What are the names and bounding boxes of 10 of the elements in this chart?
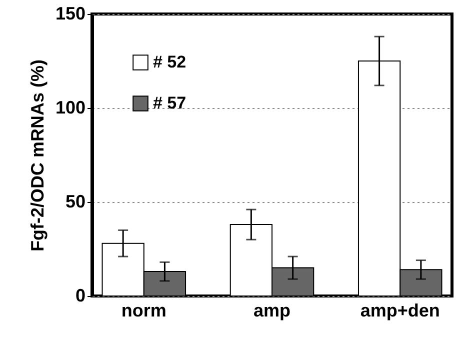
y-tick-label: 50 <box>65 192 86 212</box>
y-tick-label: 150 <box>55 4 86 24</box>
y-axis-title: Fgf-2/ODC mRNAs (%) <box>27 59 48 252</box>
x-tick-label: amp <box>253 300 291 320</box>
y-tick-label: 0 <box>75 286 86 306</box>
x-tick-label: amp+den <box>360 300 440 320</box>
x-tick-label: norm <box>121 300 166 320</box>
legend-label: # 57 <box>153 94 186 112</box>
y-tick-label: 100 <box>55 98 86 118</box>
legend-label: # 52 <box>153 52 186 72</box>
